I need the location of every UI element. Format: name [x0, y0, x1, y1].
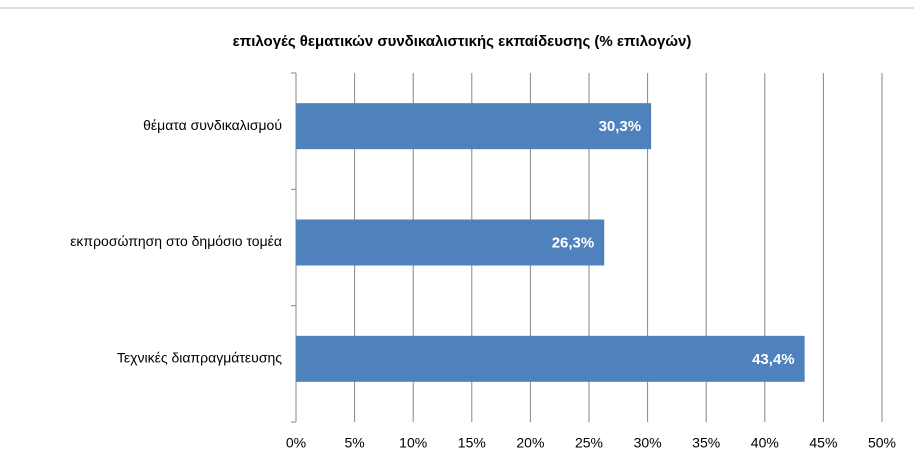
x-tick-label: 25%: [575, 435, 603, 451]
bar: [296, 335, 805, 382]
x-tick-label: 35%: [692, 435, 720, 451]
y-tick-label: Τεχνικές διαπραγμάτευσης: [117, 350, 282, 366]
x-tick-label: 10%: [399, 435, 427, 451]
x-tick-label: 5%: [344, 435, 364, 451]
y-tick-label: θέματα συνδικαλισμού: [143, 117, 282, 133]
bar: [296, 103, 652, 150]
bar: [296, 219, 605, 266]
x-tick-label: 40%: [751, 435, 779, 451]
x-tick-label: 30%: [634, 435, 662, 451]
x-tick-label: 50%: [868, 435, 896, 451]
chart-title: επιλογές θεματικών συνδικαλιστικής εκπαί…: [233, 33, 692, 50]
data-label: 43,4%: [752, 351, 795, 368]
data-label: 26,3%: [552, 234, 595, 251]
x-tick-label: 0%: [286, 435, 306, 451]
x-tick-label: 45%: [809, 435, 837, 451]
x-tick-label: 15%: [458, 435, 486, 451]
x-tick-label: 20%: [516, 435, 544, 451]
data-label: 30,3%: [599, 118, 642, 135]
y-tick-label: εκπροσώπηση στο δημόσιο τομέα: [70, 233, 282, 249]
